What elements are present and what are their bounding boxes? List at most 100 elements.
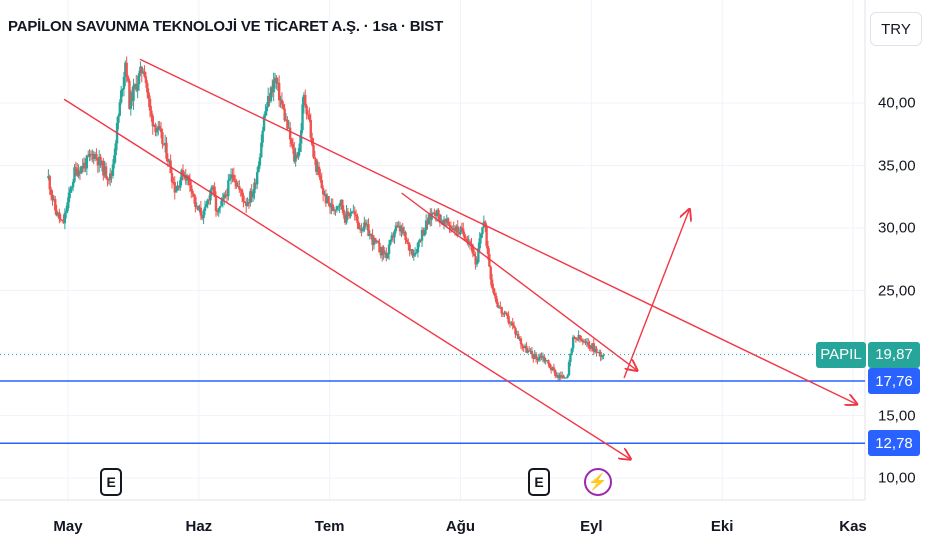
candle-body — [552, 367, 556, 371]
candle-body — [194, 196, 197, 207]
candle-body — [295, 154, 299, 158]
trend-channel-line[interactable] — [139, 58, 857, 404]
trend-channel-line[interactable] — [623, 209, 689, 379]
candle-body — [453, 230, 457, 232]
candle-body — [570, 348, 573, 354]
candle-body — [191, 191, 194, 194]
candle-body — [129, 92, 132, 109]
candle-body — [170, 173, 174, 183]
candle-body — [426, 220, 429, 225]
candle-body — [251, 193, 255, 198]
level-price-tag: 12,78 — [868, 430, 920, 457]
candle-body — [591, 343, 594, 349]
candle-body — [304, 94, 307, 106]
candle-body — [522, 346, 525, 348]
candle-body — [529, 350, 532, 352]
candle-body — [133, 83, 137, 86]
candle-body — [459, 227, 462, 235]
candle-body — [315, 158, 318, 172]
candle-body — [214, 196, 218, 211]
candle-body — [380, 247, 384, 256]
candle-body — [398, 225, 402, 232]
candle-body — [563, 377, 567, 379]
candle-body — [253, 182, 256, 194]
candle-body — [534, 353, 538, 359]
candle-body — [275, 77, 278, 84]
y-tick-label: 30,00 — [878, 219, 916, 237]
lightning-event-icon[interactable]: ⚡ — [583, 468, 612, 496]
candle-body — [382, 247, 385, 255]
candle-body — [140, 66, 143, 74]
earnings-event-icon[interactable]: E — [100, 468, 123, 496]
candle-body — [460, 227, 464, 229]
candle-body — [536, 358, 539, 361]
candle-body — [445, 218, 448, 223]
candle-body — [110, 173, 113, 176]
candle-body — [326, 196, 329, 204]
currency-button[interactable]: TRY — [870, 12, 922, 46]
candle-body — [198, 207, 201, 211]
candle-body — [451, 228, 454, 230]
candle-body — [277, 82, 281, 101]
candle-body — [199, 207, 203, 216]
symbol-tag: PAPIL — [816, 341, 866, 368]
candle-body — [341, 199, 344, 210]
candle-body — [306, 114, 310, 116]
candle-body — [560, 375, 564, 378]
candle-body — [418, 240, 421, 243]
candle-body — [602, 354, 605, 357]
candle-body — [375, 241, 378, 243]
candle-body — [503, 312, 506, 314]
candle-body — [305, 105, 308, 115]
candle-body — [235, 182, 238, 187]
candle-body — [291, 143, 295, 149]
candle-body — [396, 225, 399, 227]
candle-body — [431, 212, 435, 214]
candle-body — [562, 375, 565, 379]
candle-body — [490, 279, 494, 288]
candle-body — [271, 87, 274, 93]
candle-body — [422, 229, 425, 236]
candle-body — [196, 205, 200, 211]
candle-body — [95, 154, 98, 159]
candle-body — [255, 172, 259, 185]
candle-body — [244, 202, 248, 206]
candle-body — [147, 92, 150, 99]
candle-body — [294, 154, 297, 162]
candle-body — [125, 62, 128, 77]
trend-channel-line[interactable] — [63, 98, 631, 459]
candle-body — [525, 345, 528, 353]
candle-body — [172, 182, 175, 184]
candle-body — [320, 180, 323, 189]
candle-body — [372, 237, 376, 245]
candle-body — [495, 295, 498, 303]
candle-body — [99, 156, 102, 166]
candle-body — [158, 126, 161, 129]
candle-body — [152, 124, 156, 127]
candle-body — [577, 335, 580, 340]
candle-body — [243, 201, 247, 203]
candle-body — [401, 227, 405, 234]
candle-body — [360, 228, 363, 231]
candle-body — [154, 124, 157, 133]
candle-body — [265, 107, 269, 112]
candle-body — [324, 193, 328, 204]
candle-body — [473, 253, 476, 257]
earnings-event-icon[interactable]: E — [528, 468, 550, 496]
last-price-tag: 19,87 — [868, 341, 920, 368]
candle-body — [357, 222, 361, 229]
candle-body — [507, 315, 510, 323]
candle-body — [364, 222, 367, 226]
candle-body — [107, 179, 111, 181]
trend-channel-line[interactable] — [401, 192, 638, 371]
x-tick-label: Tem — [314, 518, 345, 535]
candle-body — [77, 170, 80, 176]
candle-body — [310, 137, 314, 145]
candle-body — [84, 162, 87, 169]
candle-body — [58, 212, 61, 220]
candle-body — [47, 176, 50, 178]
candle-body — [592, 343, 595, 352]
candle-body — [335, 206, 339, 210]
candle-body — [549, 367, 553, 371]
